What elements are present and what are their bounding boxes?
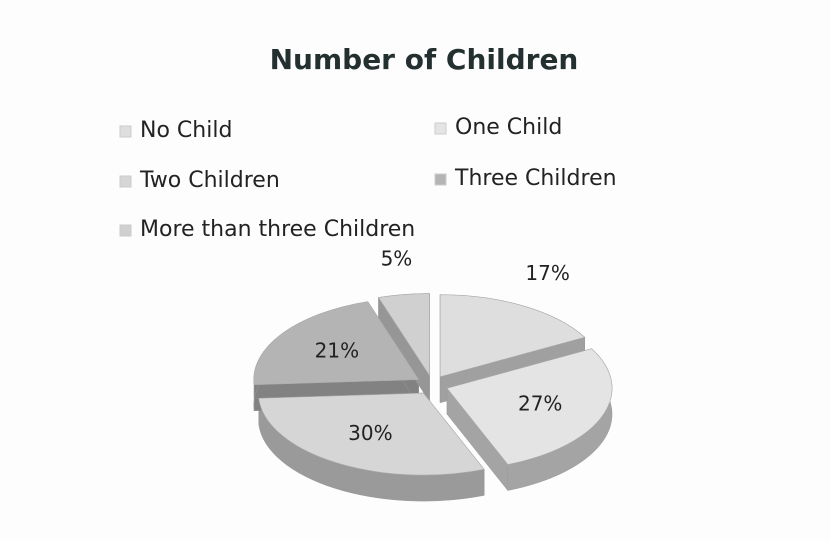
slice xyxy=(258,392,485,476)
legend-swatch xyxy=(434,173,447,186)
slice xyxy=(446,348,613,465)
slice xyxy=(378,293,430,377)
legend-swatch xyxy=(119,125,132,138)
data-label: 21% xyxy=(315,338,359,362)
legend-label: More than three Children xyxy=(140,217,415,242)
data-label: 30% xyxy=(348,421,392,445)
data-label: 27% xyxy=(518,391,562,415)
legend-swatch xyxy=(119,224,132,237)
chart-title: Number of Children xyxy=(270,43,579,76)
legend-swatch xyxy=(119,175,132,188)
legend-label: Two Children xyxy=(139,168,280,193)
legend-label: Three Children xyxy=(454,166,617,191)
legend-swatch xyxy=(434,122,447,135)
legend-label: One Child xyxy=(455,115,562,140)
slice xyxy=(439,294,586,378)
data-label: 17% xyxy=(525,261,569,285)
slice xyxy=(253,301,420,386)
data-label: 5% xyxy=(381,246,413,270)
legend-label: No Child xyxy=(140,118,232,143)
